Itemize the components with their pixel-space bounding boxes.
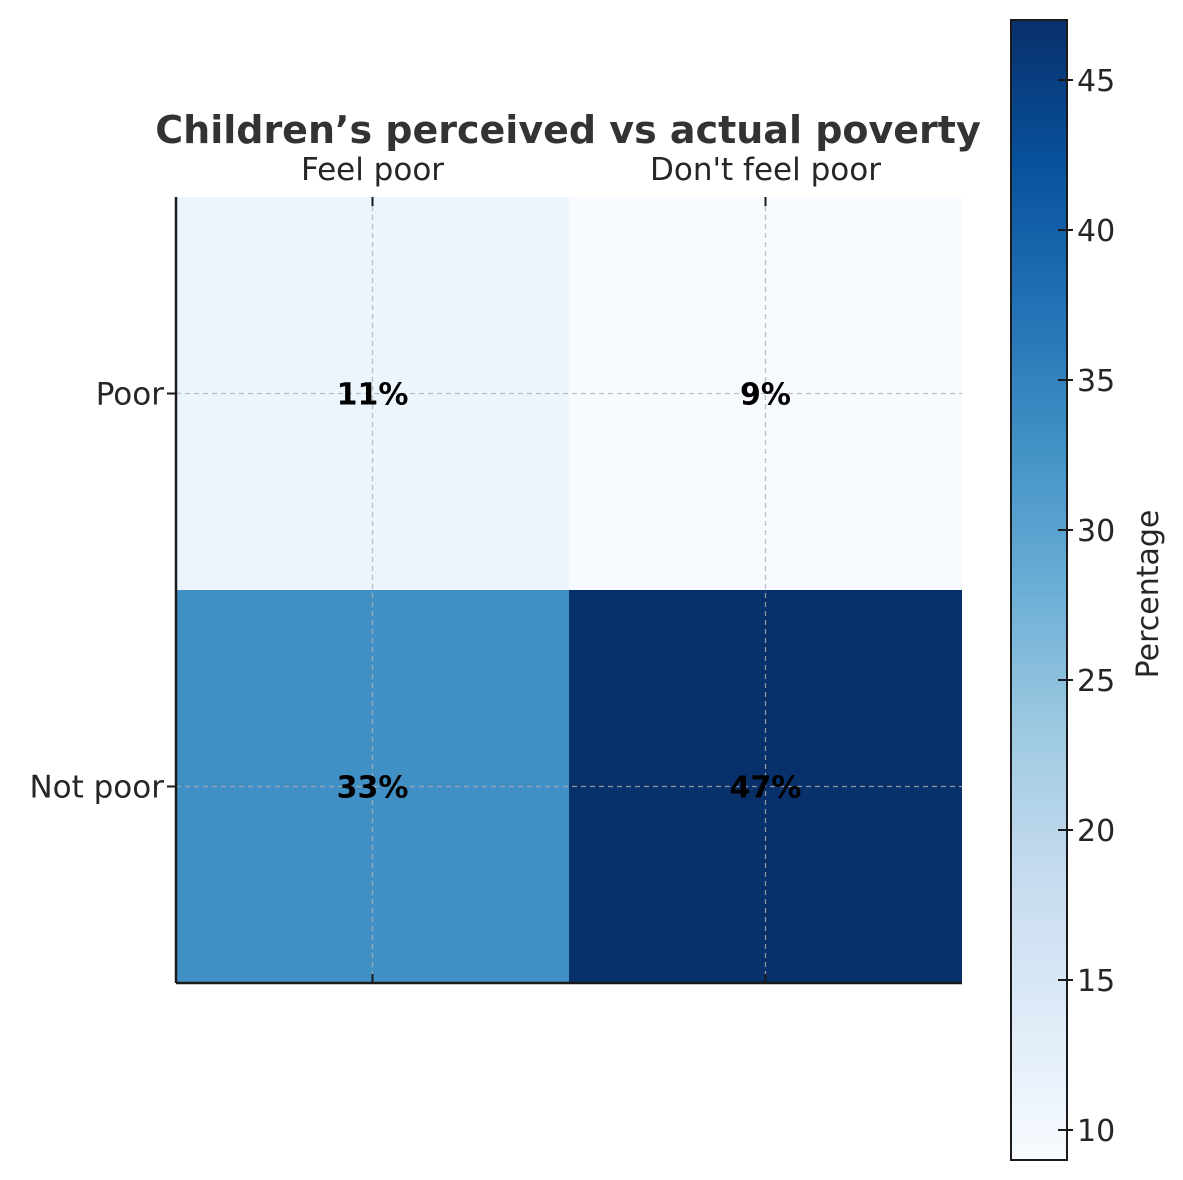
colorbar-label: Percentage (1131, 510, 1166, 679)
heatmap-cells (176, 197, 962, 983)
column-label-0: Feel poor (301, 152, 444, 188)
heatmap-axes (167, 197, 962, 985)
row-labels: Poor Not poor (29, 377, 164, 806)
row-label-1: Not poor (29, 770, 164, 806)
chart-title: Children’s perceived vs actual poverty (155, 108, 981, 152)
cell-value-label-0-0: 11% (337, 378, 409, 413)
colorbar-tick-label: 25 (1077, 664, 1115, 699)
colorbar-tick-label: 10 (1077, 1114, 1115, 1149)
colorbar-tick-label: 30 (1077, 514, 1115, 549)
colorbar-tick-label: 20 (1077, 814, 1115, 849)
row-label-0: Poor (96, 377, 165, 413)
colorbar-tick-label: 45 (1077, 64, 1115, 99)
colorbar-tick-label: 15 (1077, 964, 1115, 999)
cell-value-label-1-1: 47% (730, 771, 802, 806)
column-labels: Feel poor Don't feel poor (301, 152, 881, 188)
cell-value-label-1-0: 33% (337, 771, 409, 806)
colorbar-ticks: 10 15 20 25 30 35 40 45 (1058, 64, 1115, 1149)
cell-value-label-0-1: 9% (740, 378, 791, 413)
colorbar-gradient (1010, 19, 1068, 1161)
colorbar-tick-label: 40 (1077, 214, 1115, 249)
grid-lines (176, 197, 962, 983)
colorbar-tick-label: 35 (1077, 364, 1115, 399)
column-label-1: Don't feel poor (650, 152, 881, 188)
colorbar: 10 15 20 25 30 35 40 45 Percentage (1010, 19, 1166, 1161)
cell-labels: 11% 9% 33% 47% (337, 378, 802, 806)
